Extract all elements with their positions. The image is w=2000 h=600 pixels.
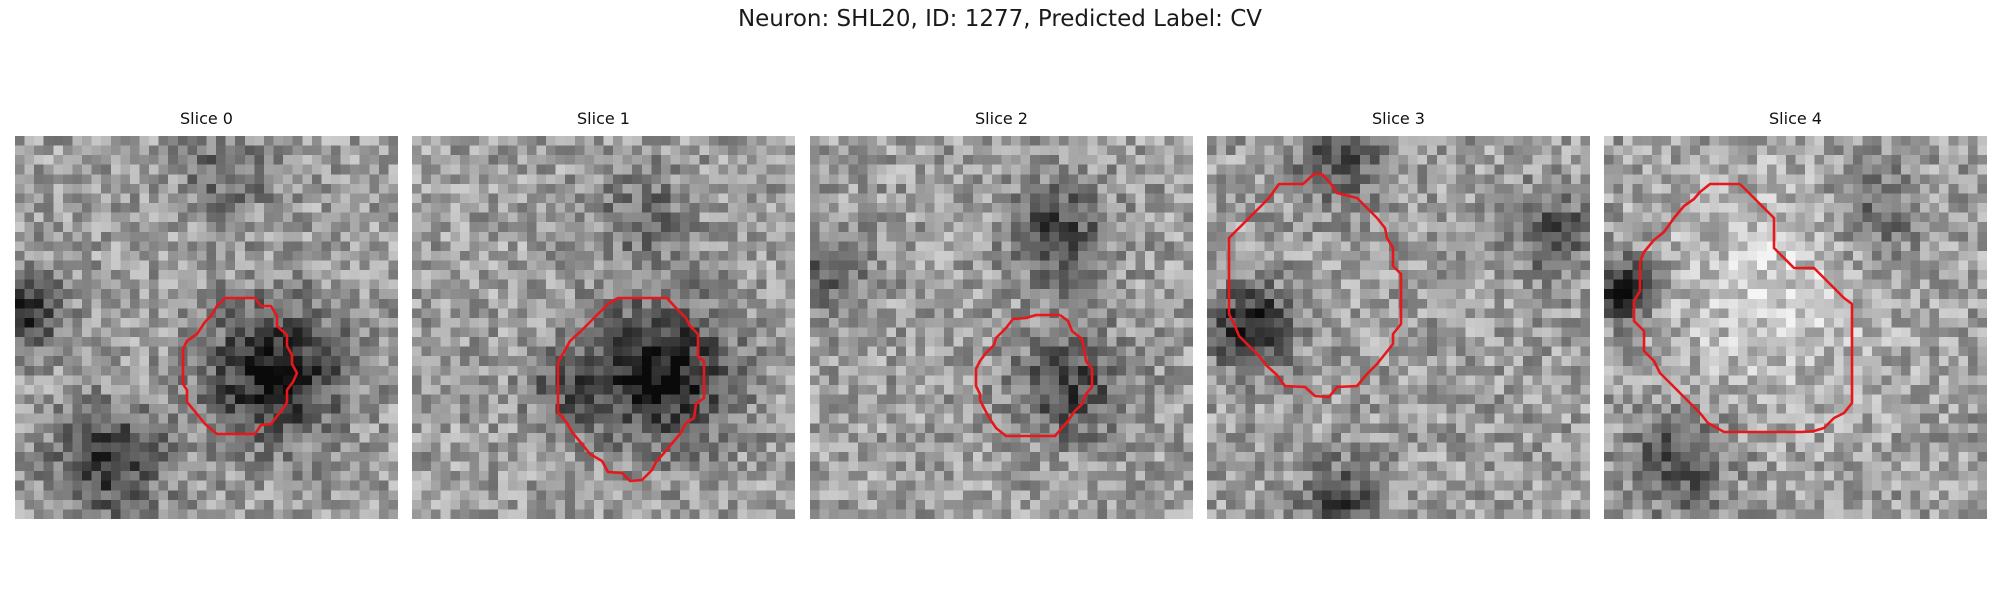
figure-title: Neuron: SHL20, ID: 1277, Predicted Label…	[737, 6, 1263, 32]
slice-panel-0: Slice 0	[15, 108, 398, 519]
slice-image	[412, 136, 795, 519]
slice-title: Slice 2	[975, 109, 1028, 128]
slice-panel-1: Slice 1	[412, 108, 795, 519]
slice-image	[1207, 136, 1590, 519]
grayscale-image	[1604, 136, 1987, 519]
slice-title: Slice 0	[180, 109, 233, 128]
slice-panel-2: Slice 2	[810, 108, 1193, 519]
roi-contour	[1632, 182, 1854, 434]
slice-image	[810, 136, 1193, 519]
roi-contour-overlay	[974, 313, 1094, 438]
slice-image	[1604, 136, 1987, 519]
roi-contour-overlay	[1632, 182, 1854, 434]
roi-contour	[181, 296, 299, 436]
roi-contour	[556, 296, 706, 483]
slice-title: Slice 1	[577, 109, 630, 128]
roi-contour-overlay	[181, 296, 299, 436]
grayscale-image	[412, 136, 795, 519]
slice-title: Slice 3	[1372, 109, 1425, 128]
grayscale-image	[810, 136, 1193, 519]
roi-contour-overlay	[556, 296, 706, 483]
slice-title: Slice 4	[1769, 109, 1822, 128]
roi-contour-overlay	[1227, 172, 1403, 399]
roi-contour	[974, 313, 1094, 438]
slice-panel-3: Slice 3	[1207, 108, 1590, 519]
slice-panel-4: Slice 4	[1604, 108, 1987, 519]
slice-image	[15, 136, 398, 519]
grayscale-image	[15, 136, 398, 519]
roi-contour	[1227, 172, 1403, 399]
